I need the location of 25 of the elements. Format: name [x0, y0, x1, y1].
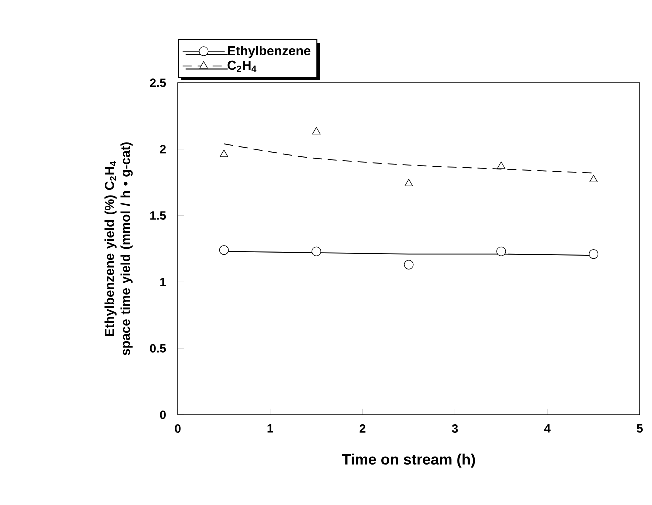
legend-label: C$_{2}$H$_{4}$: [228, 60, 257, 72]
x-tick-label: 5: [637, 424, 643, 433]
x-tick-label: 3: [452, 424, 458, 434]
legend-label: Ethylbenzene: [228, 46, 311, 58]
y-tick-label: 2: [160, 145, 166, 154]
point: [590, 175, 598, 182]
y-tick-label: 2.5: [150, 78, 166, 88]
point: [404, 260, 414, 270]
point: [589, 250, 599, 260]
x-tick-label: 4: [544, 424, 551, 433]
x-tick-label: 2: [360, 424, 366, 433]
point: [312, 246, 322, 256]
y-tick-label: 1: [160, 278, 166, 286]
point: [497, 162, 506, 170]
y-tick-label: 0: [160, 410, 166, 420]
point: [404, 179, 414, 186]
y-tick-label: 1.5: [150, 212, 166, 220]
point: [312, 127, 321, 135]
y-tick-label: 0.5: [150, 344, 166, 353]
x-axis-title: Time on stream (h): [342, 454, 476, 468]
x-tick-label: 1: [268, 424, 274, 433]
point: [496, 246, 506, 256]
point: [220, 150, 228, 158]
x-tick-label: 0: [175, 424, 181, 434]
point: [219, 246, 230, 256]
